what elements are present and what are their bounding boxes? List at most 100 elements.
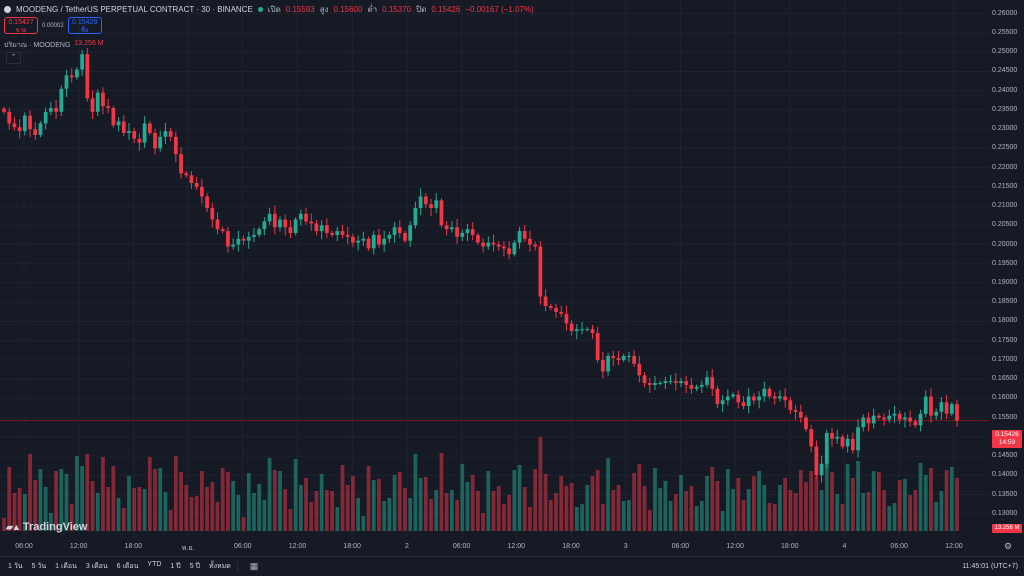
volume-bar	[137, 487, 142, 531]
candle	[543, 296, 548, 307]
volume-bar	[413, 454, 418, 531]
price-tick-label: 0.14000	[992, 471, 1018, 479]
volume-bar	[590, 476, 595, 531]
candle	[423, 196, 428, 205]
volume-tag: 13.256 M	[992, 524, 1022, 533]
price-tick-label: 0.24500	[992, 67, 1018, 75]
time-tick-label: 4	[842, 543, 847, 550]
range-button[interactable]: 1 ปี	[170, 563, 181, 570]
volume-bar	[892, 503, 897, 531]
volume-bar	[59, 469, 64, 531]
time-tick-label: 18:00	[343, 543, 361, 550]
clock[interactable]: 11:45:01 (UTC+7)	[962, 563, 1018, 570]
volume-bar	[304, 478, 308, 531]
volume-bar	[778, 485, 782, 531]
range-button[interactable]: ทั้งหมด	[208, 563, 231, 570]
time-tick-label: 2	[404, 543, 409, 550]
time-tick-label: 12:00	[945, 543, 963, 550]
trade-panel: 0.15427 ขาย 0.00002 0.15429 ซื้อ	[4, 17, 102, 34]
volume-bar	[887, 506, 892, 531]
divider	[236, 561, 238, 572]
candle	[814, 446, 819, 476]
candle	[121, 121, 126, 133]
candle	[460, 233, 465, 237]
volume-legend[interactable]: ปริมาณ · MOODENG 13.256 M	[4, 40, 104, 51]
candle	[877, 415, 881, 418]
volume-bar	[502, 504, 506, 531]
candle	[101, 92, 105, 107]
time-tick-label: 18:00	[781, 543, 799, 550]
range-button[interactable]: 3 เดือน	[85, 563, 108, 570]
gear-icon[interactable]: ⚙	[1004, 541, 1013, 551]
candle	[75, 69, 79, 78]
volume-bar	[517, 465, 522, 531]
candle	[226, 231, 230, 247]
volume-bar	[12, 493, 17, 531]
candle	[710, 377, 715, 389]
candle	[356, 240, 360, 243]
volume-bar	[830, 472, 834, 531]
range-button[interactable]: YTD	[147, 561, 162, 568]
volume-bar	[574, 507, 579, 531]
candle	[793, 409, 798, 412]
range-button[interactable]: 1 วัน	[8, 563, 23, 570]
candle	[236, 238, 241, 245]
candle	[85, 54, 90, 99]
volume-bar	[345, 485, 350, 531]
candle	[127, 131, 131, 133]
volume-bar	[882, 490, 886, 531]
range-button[interactable]: 6 เดือน	[116, 563, 139, 570]
chart-area[interactable]	[0, 0, 1024, 556]
volume-bar	[189, 497, 194, 531]
volume-bar	[814, 477, 819, 531]
candle	[616, 358, 621, 360]
candle	[569, 323, 574, 332]
calendar-icon[interactable]: ▦	[249, 561, 259, 571]
price-tick-label: 0.24000	[992, 86, 1018, 94]
volume-bar	[840, 504, 845, 531]
candle	[147, 123, 152, 133]
collapse-legend-button[interactable]: ⌃	[6, 52, 21, 64]
candle	[153, 133, 157, 149]
candle	[59, 88, 64, 112]
volume-bar	[819, 490, 824, 531]
volume-bar	[439, 453, 444, 531]
symbol-title[interactable]: MOODENG / TetherUS PERPETUAL CONTRACT · …	[16, 5, 253, 14]
volume-bar	[33, 480, 38, 531]
volume-bar	[267, 458, 272, 531]
candle	[444, 225, 449, 230]
range-button[interactable]: 5 ปี	[189, 563, 200, 570]
price-chart[interactable]	[0, 0, 1024, 556]
price-tick-label: 0.19000	[992, 279, 1018, 286]
range-button[interactable]: 5 วัน	[31, 563, 47, 570]
volume-bar	[522, 487, 527, 531]
volume-bar	[173, 456, 178, 531]
candle	[939, 402, 944, 412]
volume-bar	[486, 471, 491, 531]
volume-bar	[366, 466, 371, 531]
volume-bar	[585, 485, 590, 531]
volume-bar	[132, 488, 137, 531]
candle	[22, 115, 27, 132]
candle	[762, 388, 767, 397]
sell-button[interactable]: 0.15427 ขาย	[4, 17, 38, 34]
volume-bar	[757, 471, 761, 531]
buy-button[interactable]: 0.15429 ซื้อ	[67, 17, 102, 34]
candle	[361, 238, 366, 241]
volume-bar	[731, 489, 735, 531]
candle	[559, 311, 564, 314]
volume-bar	[903, 479, 907, 531]
buy-label: ซื้อ	[80, 28, 89, 34]
candle	[345, 234, 350, 237]
candle	[502, 246, 506, 249]
candle	[897, 413, 902, 420]
price-tick-label: 0.18500	[992, 298, 1018, 306]
volume-bar	[179, 472, 183, 531]
tradingview-logo[interactable]: ▰▲ TradingView	[6, 521, 87, 533]
volume-bar	[783, 478, 788, 531]
volume-bar	[715, 481, 720, 531]
volume-bar	[163, 492, 168, 531]
range-button[interactable]: 1 เดือน	[55, 563, 77, 570]
volume-bar	[200, 471, 204, 531]
volume-bar	[429, 499, 433, 531]
